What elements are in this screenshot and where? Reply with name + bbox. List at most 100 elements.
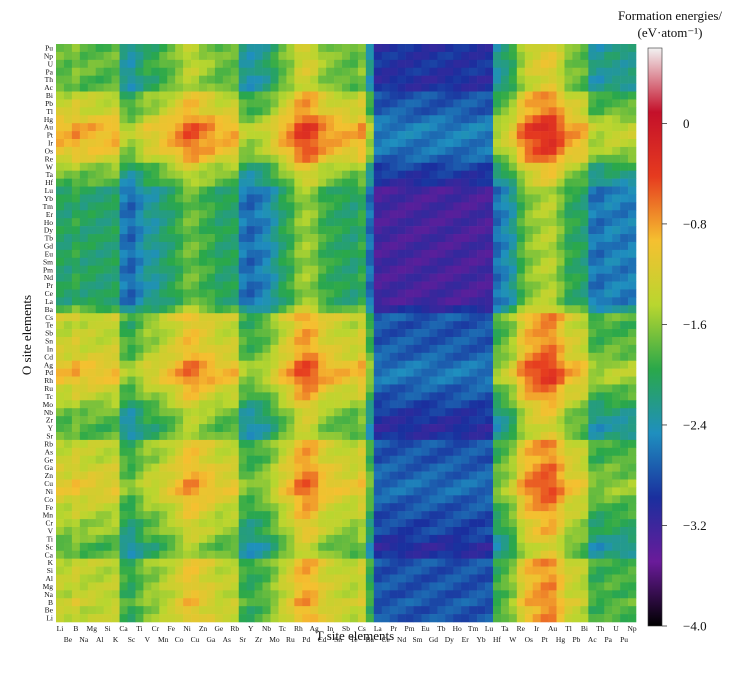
- heatmap-cell: [365, 139, 375, 148]
- heatmap-cell: [183, 519, 192, 528]
- heatmap-cell: [95, 241, 104, 251]
- heatmap-cell: [127, 257, 136, 266]
- heatmap-cell: [524, 99, 534, 108]
- heatmap-cell: [477, 408, 486, 417]
- heatmap-cell: [262, 139, 271, 148]
- heatmap-cell: [286, 519, 295, 528]
- heatmap-cell: [302, 471, 311, 480]
- heatmap-cell: [357, 194, 367, 203]
- heatmap-cell: [326, 107, 335, 116]
- heatmap-cell: [453, 550, 462, 559]
- heatmap-cell: [206, 210, 216, 219]
- heatmap-cell: [151, 329, 160, 338]
- heatmap-cell: [492, 368, 502, 377]
- heatmap-cell: [111, 162, 120, 171]
- heatmap-cell: [278, 162, 287, 171]
- heatmap-cell: [397, 178, 406, 187]
- heatmap-cell: [342, 99, 351, 108]
- heatmap-cell: [508, 416, 518, 425]
- heatmap-cell: [508, 226, 518, 235]
- heatmap-cell: [63, 297, 73, 306]
- heatmap-cell: [572, 170, 581, 179]
- heatmap-cell: [564, 329, 573, 338]
- heatmap-cell: [580, 75, 589, 84]
- heatmap-cell: [87, 226, 97, 235]
- heatmap-cell: [238, 542, 247, 552]
- heatmap-cell: [397, 115, 406, 124]
- heatmap-cell: [612, 44, 621, 53]
- heatmap-cell: [56, 495, 65, 504]
- heatmap-cell: [349, 336, 359, 346]
- heatmap-cell: [580, 336, 589, 346]
- heatmap-cell: [175, 336, 184, 346]
- heatmap-cell: [214, 44, 224, 53]
- heatmap-cell: [183, 194, 192, 203]
- heatmap-cell: [588, 91, 597, 100]
- heatmap-cell: [580, 495, 589, 504]
- heatmap-cell: [286, 146, 295, 156]
- heatmap-cell: [56, 131, 65, 140]
- heatmap-cell: [421, 487, 430, 496]
- heatmap-cell: [429, 186, 438, 195]
- heatmap-cell: [612, 400, 621, 409]
- heatmap-cell: [56, 550, 65, 559]
- heatmap-cell: [381, 321, 390, 330]
- heatmap-cell: [87, 329, 97, 338]
- heatmap-cell: [612, 297, 621, 306]
- heatmap-cell: [469, 503, 478, 512]
- heatmap-cell: [310, 447, 319, 457]
- heatmap-cell: [405, 329, 414, 338]
- heatmap-cell: [191, 186, 200, 195]
- heatmap-cell: [492, 526, 502, 536]
- heatmap-cell: [278, 384, 287, 393]
- heatmap-cell: [302, 297, 311, 306]
- heatmap-cell: [564, 368, 573, 377]
- heatmap-cell: [556, 131, 565, 140]
- heatmap-cell: [167, 463, 176, 472]
- heatmap-cell: [620, 511, 629, 520]
- heatmap-cell: [262, 400, 271, 409]
- heatmap-cell: [612, 226, 621, 235]
- heatmap-cell: [127, 59, 136, 69]
- heatmap-cell: [492, 202, 502, 211]
- heatmap-cell: [167, 344, 176, 354]
- heatmap-cell: [310, 218, 319, 227]
- heatmap-cell: [342, 202, 351, 211]
- heatmap-cell: [381, 487, 390, 496]
- heatmap-cell: [381, 408, 390, 417]
- heatmap-cell: [365, 463, 375, 472]
- heatmap-cell: [199, 297, 208, 306]
- heatmap-cell: [405, 265, 414, 274]
- heatmap-cell: [500, 139, 510, 148]
- heatmap-cell: [492, 392, 502, 401]
- heatmap-cell: [580, 170, 589, 179]
- heatmap-cell: [183, 574, 192, 583]
- heatmap-cell: [286, 360, 295, 369]
- heatmap-cell: [206, 194, 216, 203]
- heatmap-cell: [191, 67, 200, 76]
- heatmap-cell: [135, 202, 144, 211]
- heatmap-cell: [596, 558, 605, 567]
- heatmap-cell: [326, 329, 335, 338]
- heatmap-cell: [349, 550, 359, 559]
- heatmap-cell: [159, 210, 168, 219]
- heatmap-cell: [516, 241, 526, 251]
- heatmap-cell: [349, 376, 359, 385]
- heatmap-cell: [262, 249, 271, 259]
- heatmap-cell: [580, 51, 589, 61]
- heatmap-cell: [461, 131, 470, 140]
- heatmap-cell: [254, 226, 263, 235]
- heatmap-cell: [294, 384, 303, 393]
- heatmap-cell: [485, 392, 494, 401]
- heatmap-cell: [262, 59, 271, 69]
- heatmap-cell: [342, 360, 351, 369]
- heatmap-cell: [357, 321, 367, 330]
- heatmap-cell: [318, 384, 327, 393]
- heatmap-cell: [413, 511, 422, 520]
- heatmap-cell: [469, 107, 478, 116]
- heatmap-cell: [214, 455, 224, 464]
- heatmap-cell: [135, 194, 144, 203]
- heatmap-cell: [183, 202, 192, 211]
- heatmap-cell: [254, 431, 263, 441]
- heatmap-cell: [246, 170, 255, 179]
